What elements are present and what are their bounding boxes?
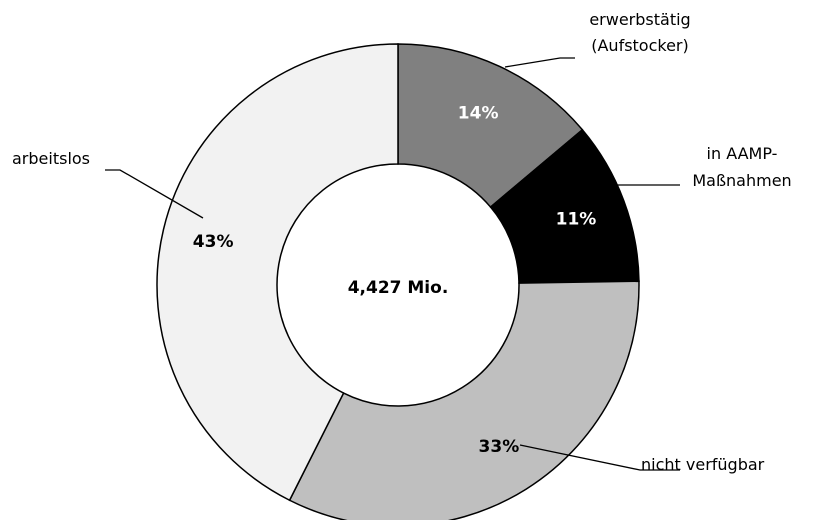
slice-category-label: in AAMP- [707,144,778,163]
labels-group: 14% erwerbstätig (Aufstocker) 11% in AAMP- Ma… [12,10,792,474]
leader-line [105,169,204,219]
center-total-label: 4,427 Mio. [348,278,449,298]
slice-category-label: Maßnahmen [692,171,791,190]
slice-percent-label: 14% [458,104,499,124]
donut-slice-4 [156,43,399,502]
leader-lines-group [105,57,680,471]
slice-category-label: erwerbstätig [589,10,690,29]
slice-category-label: (Aufstocker) [591,36,689,55]
slice-percent-label: 43% [193,232,234,252]
slice-percent-label: 11% [556,209,597,229]
slices-group [156,43,640,520]
leader-line [519,444,680,471]
slice-category-label: nicht verfügbar [641,455,765,474]
slice-category-label: arbeitslos [12,149,90,168]
slice-percent-label: 33% [479,437,520,457]
donut-slice-1 [397,43,584,209]
donut-slice-3 [288,280,640,520]
leader-line [504,57,575,68]
